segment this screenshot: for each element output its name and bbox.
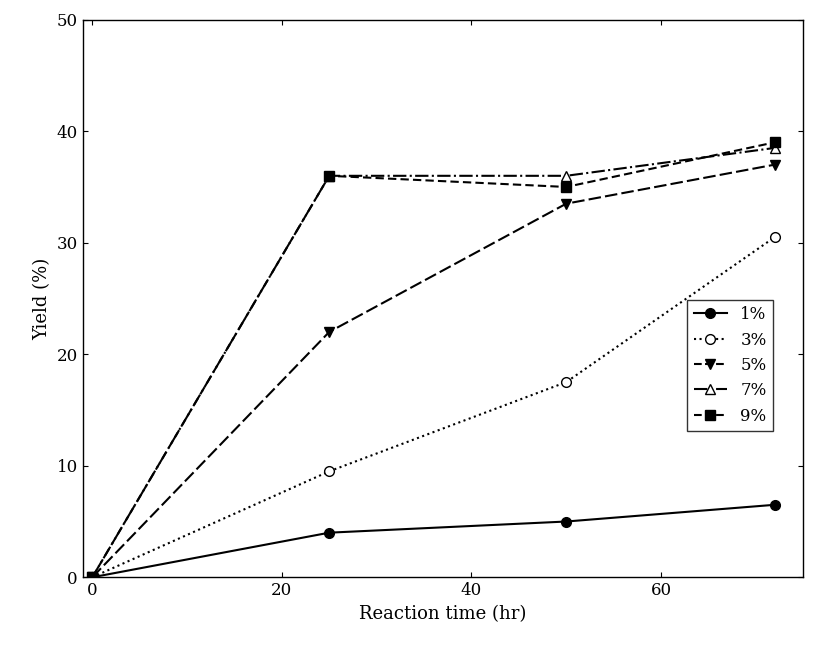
3% (561, 378, 571, 386)
1% (87, 573, 97, 581)
7% (324, 172, 334, 180)
7% (769, 144, 779, 152)
5% (561, 199, 571, 207)
Legend: 1%, 3%, 5%, 7%, 9%: 1%, 3%, 5%, 7%, 9% (686, 300, 772, 431)
9% (324, 172, 334, 180)
1% (769, 501, 779, 509)
X-axis label: Reaction time (hr): Reaction time (hr) (359, 605, 526, 623)
9% (561, 183, 571, 191)
3% (87, 573, 97, 581)
5% (87, 573, 97, 581)
Line: 9%: 9% (88, 138, 779, 582)
9% (87, 573, 97, 581)
7% (87, 573, 97, 581)
Line: 7%: 7% (88, 143, 779, 582)
Line: 1%: 1% (88, 500, 779, 582)
9% (769, 138, 779, 146)
1% (561, 518, 571, 525)
3% (769, 233, 779, 241)
7% (561, 172, 571, 180)
Line: 3%: 3% (88, 232, 779, 582)
5% (324, 328, 334, 336)
3% (324, 467, 334, 475)
Line: 5%: 5% (88, 160, 779, 582)
1% (324, 529, 334, 537)
5% (769, 161, 779, 169)
Y-axis label: Yield (%): Yield (%) (33, 257, 51, 340)
